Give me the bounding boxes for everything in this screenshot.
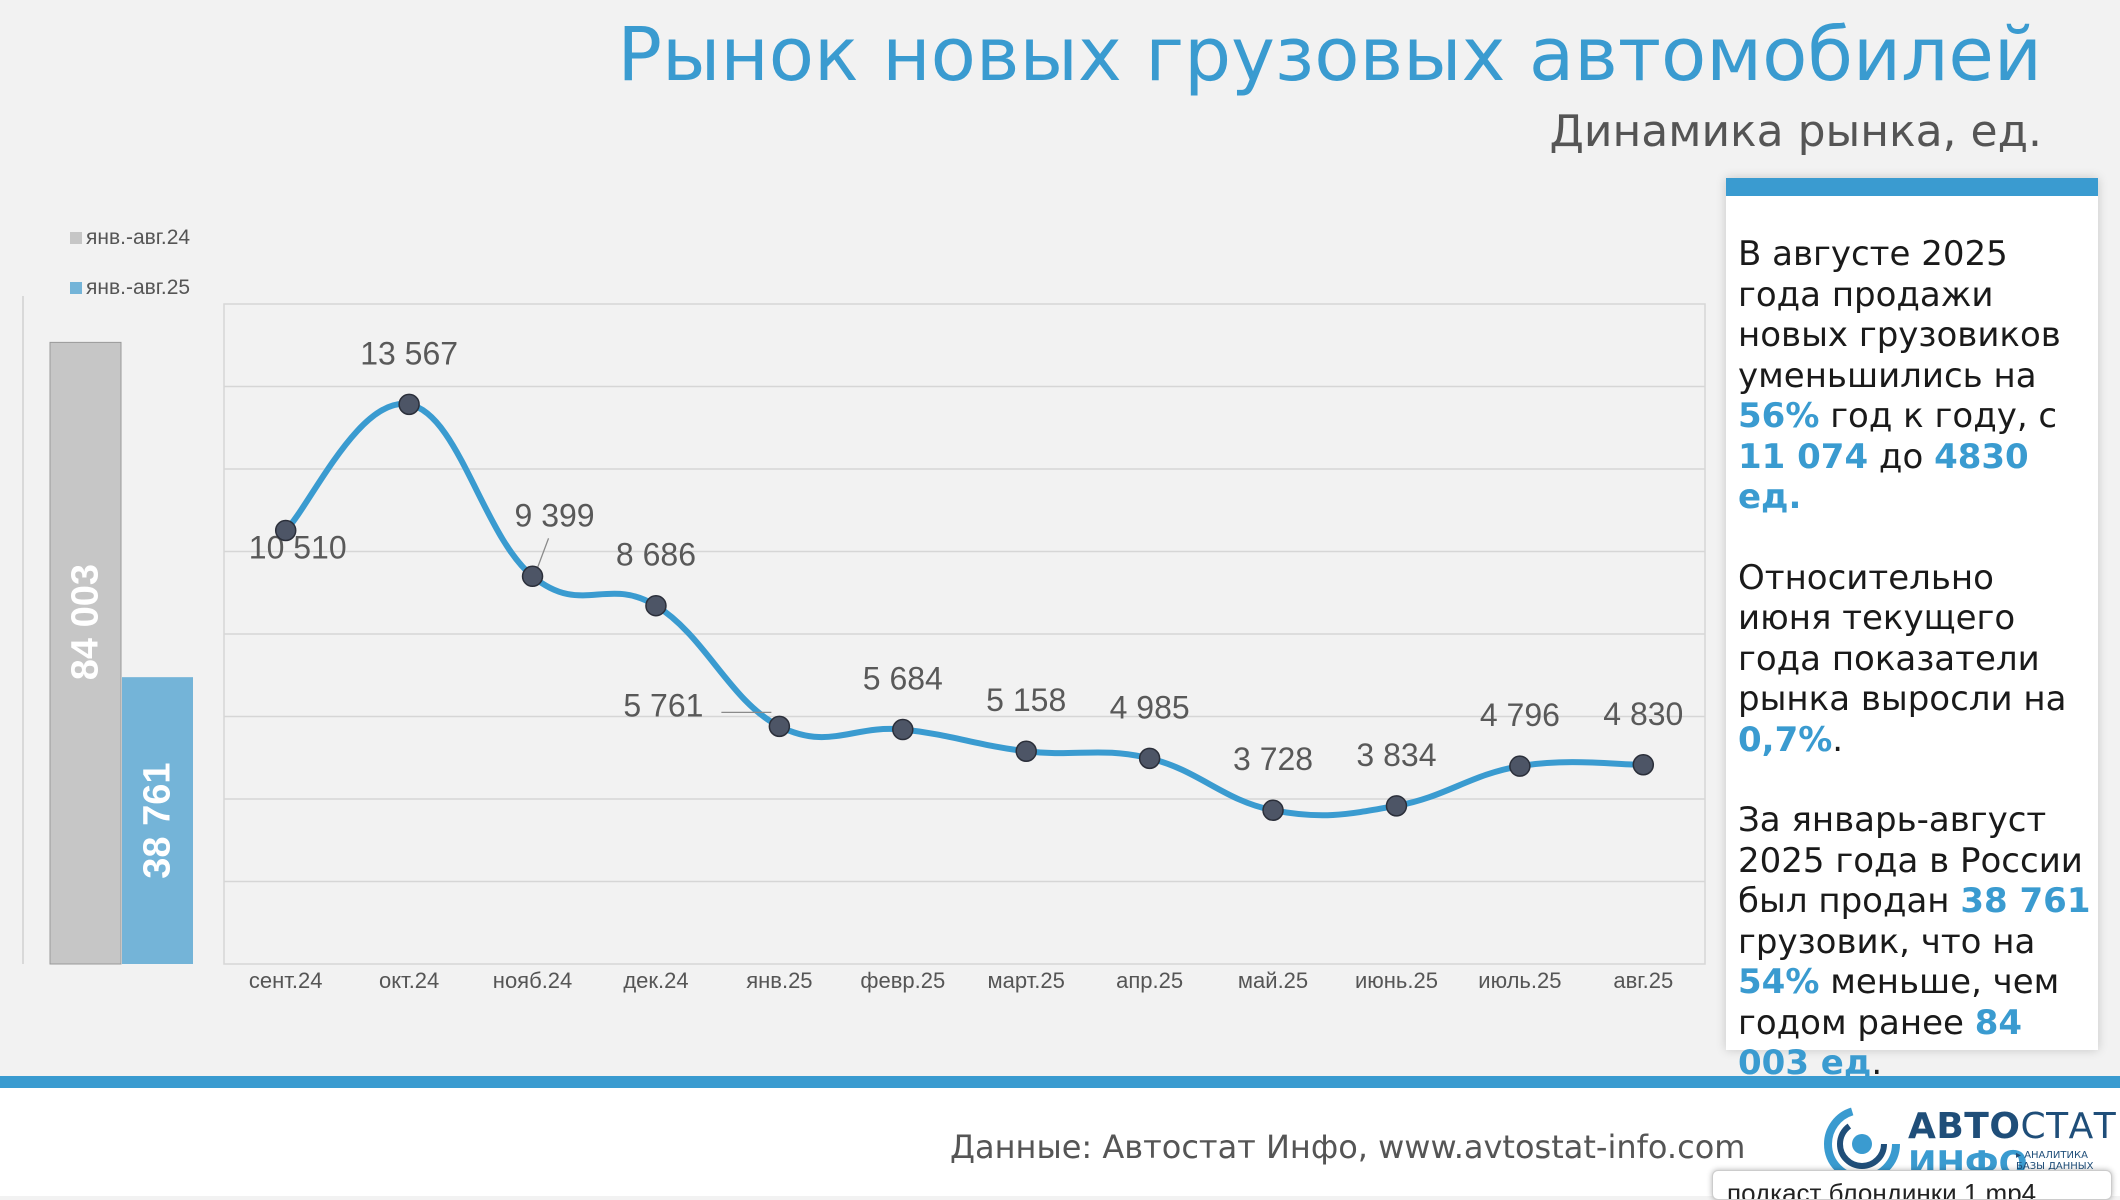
- data-label: 3 728: [1233, 741, 1313, 777]
- panel-accent-bar: [1726, 178, 2098, 196]
- bar-panel-left-rule: [22, 296, 24, 964]
- data-label: 4 796: [1480, 697, 1560, 733]
- legend-swatch-2025: [70, 282, 82, 294]
- data-label: 4 985: [1110, 689, 1190, 725]
- page-title: Рынок новых грузовых автомобилей: [617, 12, 2042, 98]
- x-tick-label: сент.24: [249, 968, 323, 993]
- data-point: [398, 393, 420, 416]
- commentary-panel: В августе 2025 года продажи новых грузов…: [1726, 178, 2098, 1083]
- label-leader-line: [535, 538, 550, 571]
- series-line: [282, 401, 1647, 819]
- x-tick-label: авг.25: [1613, 968, 1673, 993]
- data-label: 10 510: [249, 529, 347, 565]
- data-label: 8 686: [616, 537, 696, 573]
- bar-2025: [122, 677, 193, 964]
- page-subtitle: Динамика рынка, ед.: [1549, 106, 2042, 157]
- data-point: [521, 565, 544, 588]
- data-point: [1632, 754, 1655, 776]
- data-label: 5 761: [623, 687, 703, 723]
- x-tick-label: май.25: [1238, 968, 1308, 993]
- commentary-paragraph-2: Относительно июня текущего года показате…: [1738, 557, 2067, 760]
- x-tick-label: окт.24: [379, 968, 439, 993]
- data-point: [1138, 747, 1161, 770]
- commentary-paragraph-1: В августе 2025 года продажи новых грузов…: [1738, 234, 2061, 517]
- data-point: [892, 718, 914, 741]
- logo-tagline: ▸ аналитика базы данных: [2016, 1150, 2094, 1172]
- data-source: Данные: Автостат Инфо, www.avtostat-info…: [950, 1128, 1746, 1166]
- data-point: [1262, 799, 1284, 821]
- commentary-text: В августе 2025 года продажи новых грузов…: [1738, 234, 2092, 1124]
- x-tick-label: июль.25: [1478, 968, 1561, 993]
- x-tick-label: февр.25: [860, 968, 945, 993]
- x-tick-label: июнь.25: [1355, 968, 1438, 993]
- legend-entry-2025: янв.-авг.25: [86, 276, 190, 299]
- data-point: [645, 594, 667, 617]
- data-point: [274, 519, 297, 542]
- x-tick-label: март.25: [988, 968, 1065, 993]
- monthly-line-chart: 10 510 13 567 9 399 8 686 5 761 5 684 5 158 4 9…: [223, 303, 1706, 993]
- x-tick-label: апр.25: [1116, 968, 1183, 993]
- data-label: 13 567: [360, 335, 458, 371]
- charts-canvas: 84 003 янв.-авг.24 38 761 янв.-авг.25 10 51…: [22, 226, 1706, 993]
- data-label: 5 158: [986, 682, 1066, 718]
- data-label: 5 684: [863, 661, 943, 697]
- data-label: 4 830: [1603, 696, 1683, 732]
- logo-line1: АВТОСТАТ: [1908, 1106, 2117, 1147]
- data-label: 9 399: [515, 497, 595, 533]
- footer-accent-band: [0, 1076, 2120, 1088]
- data-point: [1385, 795, 1408, 817]
- x-tick-label: нояб.24: [493, 968, 572, 993]
- bar-label-2024: 84 003: [65, 564, 107, 680]
- x-tick-label: янв.25: [746, 968, 812, 993]
- legend-entry-2024: янв.-авг.24: [86, 226, 190, 249]
- data-label: 3 834: [1356, 737, 1436, 773]
- bar-2024: [49, 341, 122, 965]
- data-point: [1015, 740, 1037, 762]
- bar-label-2025: 38 761: [137, 762, 179, 878]
- data-point: [768, 715, 791, 738]
- legend-swatch-2024: [70, 232, 82, 244]
- commentary-paragraph-3: За январь-август 2025 года в России был …: [1738, 800, 2091, 1083]
- ytd-bar-chart: 84 003 янв.-авг.24 38 761 янв.-авг.25: [22, 226, 193, 965]
- x-tick-label: дек.24: [623, 968, 688, 993]
- data-point: [1509, 755, 1531, 777]
- media-popup[interactable]: подкаст блондинки 1.mp4: [1712, 1170, 2112, 1200]
